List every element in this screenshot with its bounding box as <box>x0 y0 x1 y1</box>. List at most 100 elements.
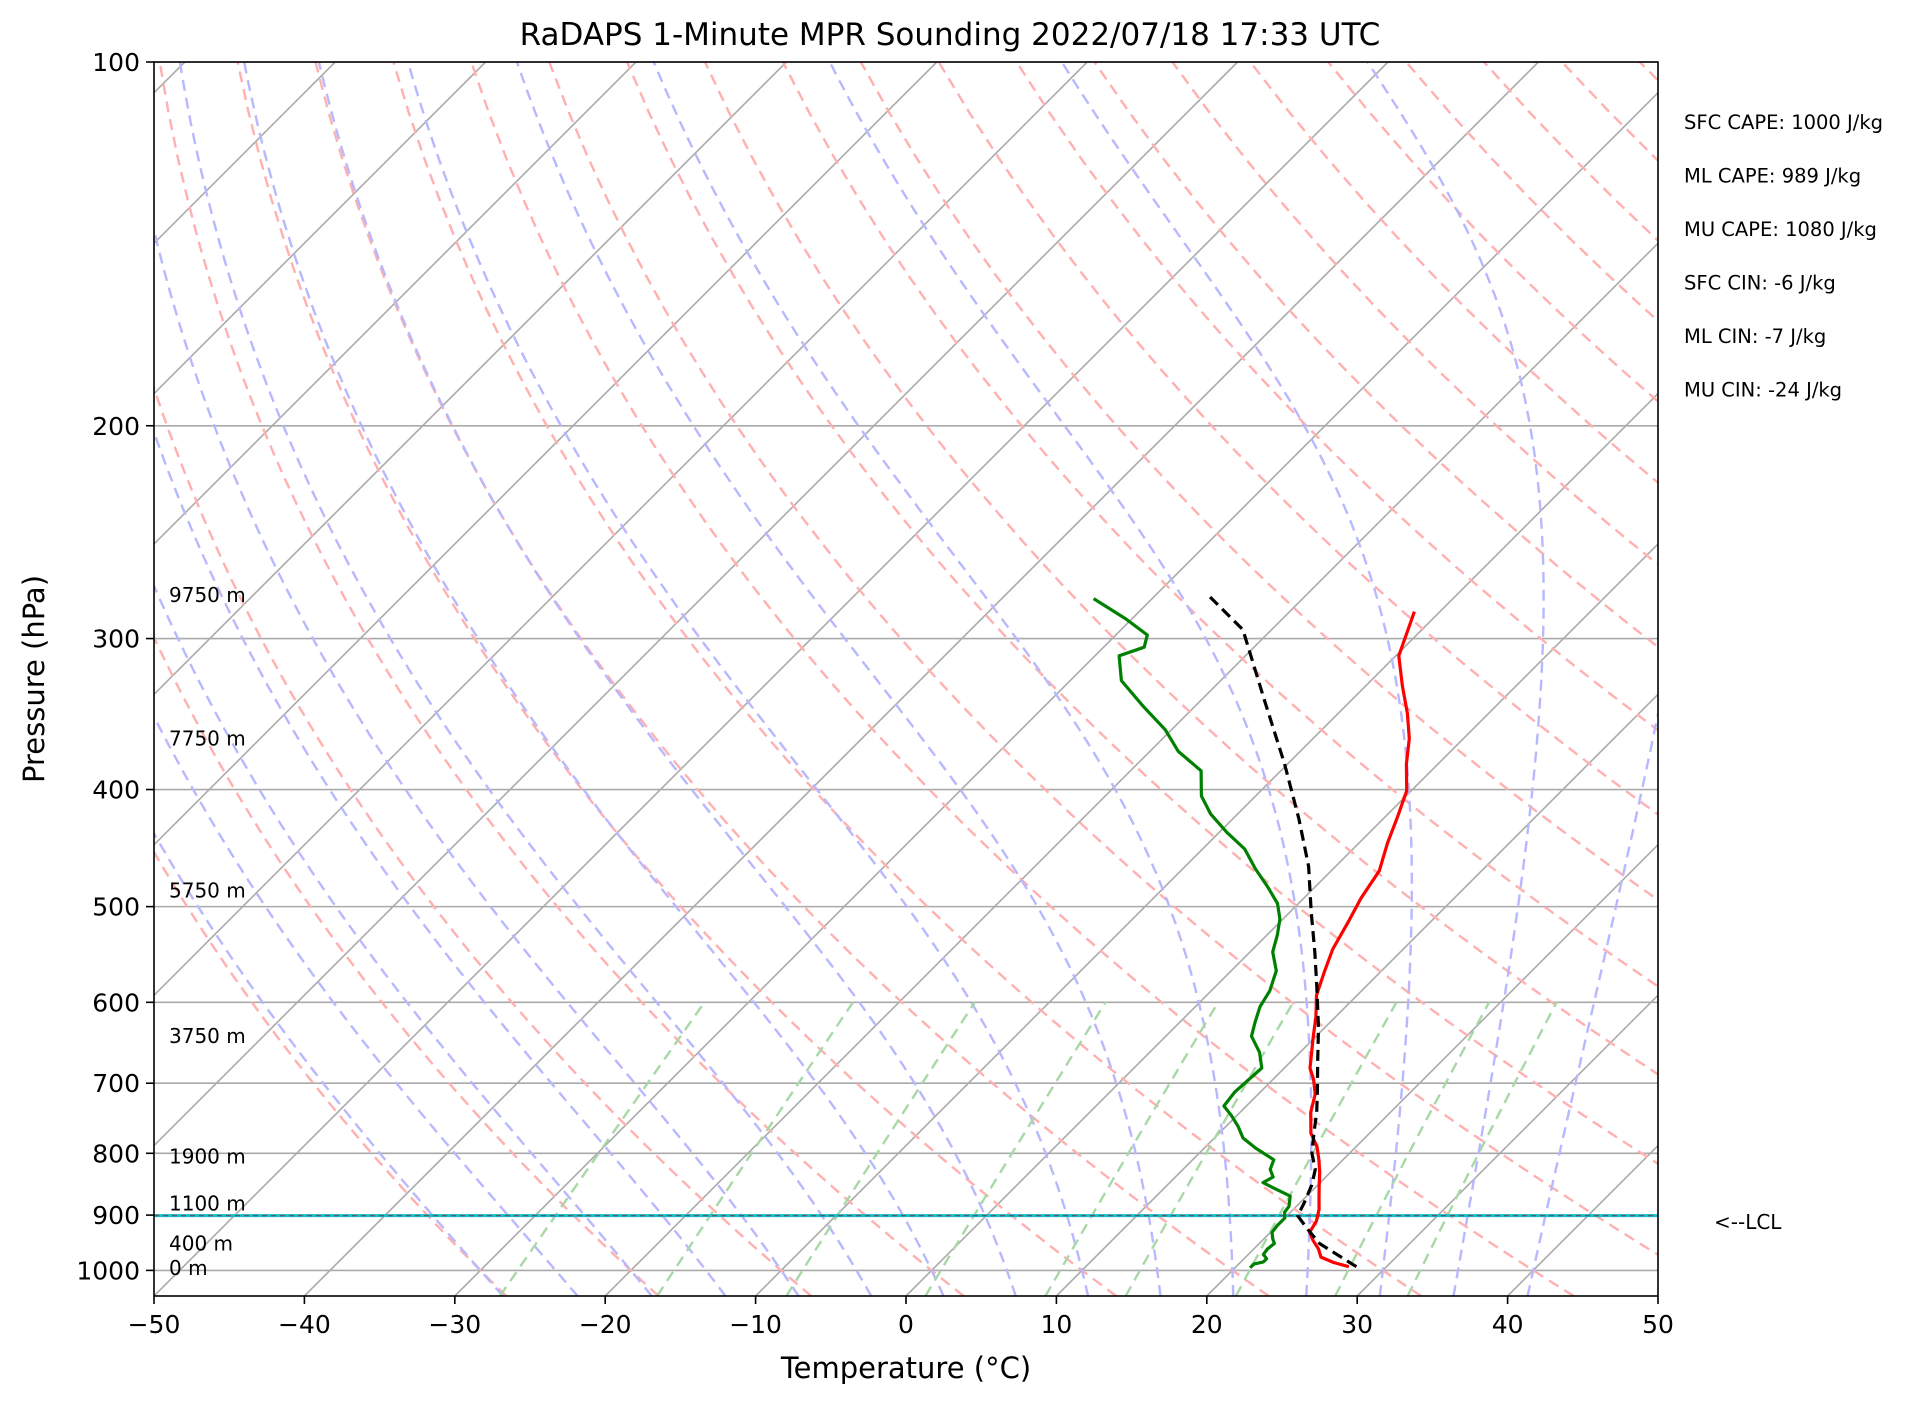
height-label: 1100 m <box>169 1191 246 1215</box>
isotherm <box>905 542 1658 1296</box>
mixing-ratio-line <box>656 1001 854 1296</box>
temperature-line <box>1308 611 1416 1269</box>
dry-adiabat <box>470 62 1575 1296</box>
x-tick-label: −10 <box>729 1310 782 1339</box>
mixing-ratio-line <box>785 1001 976 1296</box>
isotherm <box>454 91 1658 1296</box>
moist-adiabat <box>515 62 1162 1296</box>
mixing-ratio-line <box>1124 1001 1295 1296</box>
y-tick-label: 1000 <box>76 1256 140 1285</box>
isotherm <box>154 62 1088 997</box>
height-label: 5750 m <box>169 879 246 903</box>
dry-adiabat <box>1638 62 1658 83</box>
plot-frame <box>153 61 1659 1297</box>
isotherm <box>604 242 1658 1296</box>
isotherm <box>1055 693 1658 1296</box>
x-tick-label: −50 <box>128 1310 181 1339</box>
moist-adiabat <box>154 713 579 1296</box>
chart-title: RaDAPS 1-Minute MPR Sounding 2022/07/18 … <box>520 17 1381 53</box>
x-tick-label: 0 <box>898 1310 914 1339</box>
x-tick-label: −40 <box>278 1310 331 1339</box>
dry-adiabat <box>625 62 1658 1166</box>
isotherm <box>154 62 787 696</box>
dewpoint-line <box>1092 597 1292 1269</box>
moist-adiabat <box>317 62 1017 1296</box>
isotherm <box>303 62 1539 1296</box>
isotherm <box>154 62 1239 1147</box>
isotherm <box>154 62 1389 1296</box>
isotherm <box>154 62 938 846</box>
stat-line: ML CAPE: 989 J/kg <box>1684 165 1861 188</box>
dry-adiabat <box>154 849 507 1296</box>
height-label: 1900 m <box>169 1145 246 1169</box>
dry-adiabat <box>1561 62 1658 163</box>
height-label: 3750 m <box>169 1024 246 1048</box>
dry-adiabat <box>1405 62 1658 323</box>
moist-adiabat <box>178 62 873 1296</box>
moist-adiabat <box>828 62 1313 1296</box>
moist-adiabat <box>243 62 945 1296</box>
y-tick-label: 200 <box>92 412 140 441</box>
y-tick-label: 900 <box>92 1201 140 1230</box>
dry-adiabat <box>703 62 1658 1076</box>
y-axis: 100 200 300 400 500 600 700 800 900 1000 <box>76 48 154 1285</box>
moist-adiabat <box>1366 62 1545 1296</box>
stat-line: SFC CIN: -6 J/kg <box>1684 272 1836 295</box>
data-lines <box>154 595 1658 1269</box>
isotherm <box>154 62 487 395</box>
dry-adiabat <box>1171 62 1658 566</box>
isotherm <box>755 392 1658 1296</box>
x-tick-label: 40 <box>1492 1310 1524 1339</box>
isotherm-lines <box>154 62 1658 1296</box>
height-label: 7750 m <box>169 727 246 751</box>
background-lines <box>154 62 1658 1296</box>
x-tick-label: 30 <box>1341 1310 1373 1339</box>
dry-adiabat <box>1249 62 1658 485</box>
lcl-label: <--LCL <box>1714 1210 1782 1234</box>
y-tick-label: 700 <box>92 1069 140 1098</box>
dry-adiabat <box>236 62 1117 1296</box>
isobar-lines <box>154 62 1658 1272</box>
stats-panel: SFC CAPE: 1000 J/kg ML CAPE: 989 J/kg MU C… <box>1684 111 1883 402</box>
x-tick-label: 50 <box>1642 1310 1674 1339</box>
mixing-ratio-line <box>1406 1001 1558 1296</box>
x-tick-label: −30 <box>428 1310 481 1339</box>
x-tick-label: 10 <box>1040 1310 1072 1339</box>
y-tick-label: 500 <box>92 893 140 922</box>
moist-adiabat <box>154 224 800 1296</box>
y-tick-label: 400 <box>92 776 140 805</box>
dry-adiabat <box>158 62 965 1296</box>
stat-line: MU CAPE: 1080 J/kg <box>1684 218 1877 241</box>
y-tick-label: 100 <box>92 48 140 77</box>
parcel-line <box>1208 595 1358 1269</box>
dry-adiabat <box>154 384 812 1296</box>
mixing-ratio-line <box>924 1001 1107 1296</box>
dry-adiabat-lines <box>154 62 1658 1296</box>
x-tick-label: 20 <box>1191 1310 1223 1339</box>
isotherm <box>1206 843 1658 1296</box>
y-axis-label: Pressure (hPa) <box>17 575 51 783</box>
dry-adiabat <box>1483 62 1658 243</box>
x-axis-label: Temperature (°C) <box>780 1351 1031 1385</box>
dry-adiabat <box>1015 62 1658 732</box>
dry-adiabat <box>1093 62 1658 649</box>
moist-adiabat <box>154 428 727 1296</box>
y-tick-label: 800 <box>92 1139 140 1168</box>
height-label: 0 m <box>169 1256 208 1280</box>
moist-adiabat-lines <box>154 62 1658 1296</box>
dry-adiabat <box>1327 62 1658 404</box>
moist-adiabat <box>406 62 1090 1296</box>
mixing-ratio-line <box>498 1001 706 1296</box>
mixing-ratio-line <box>1234 1001 1398 1296</box>
moist-adiabat <box>1526 708 1658 1296</box>
mixing-ratio-line <box>1044 1001 1220 1296</box>
height-label: 400 m <box>169 1231 233 1255</box>
mixing-ratio-lines <box>498 1001 1558 1296</box>
isotherm <box>154 62 637 546</box>
moist-adiabat <box>1060 62 1413 1296</box>
y-tick-label: 300 <box>92 625 140 654</box>
height-label: 9750 m <box>169 583 246 607</box>
stat-line: SFC CAPE: 1000 J/kg <box>1684 111 1883 134</box>
